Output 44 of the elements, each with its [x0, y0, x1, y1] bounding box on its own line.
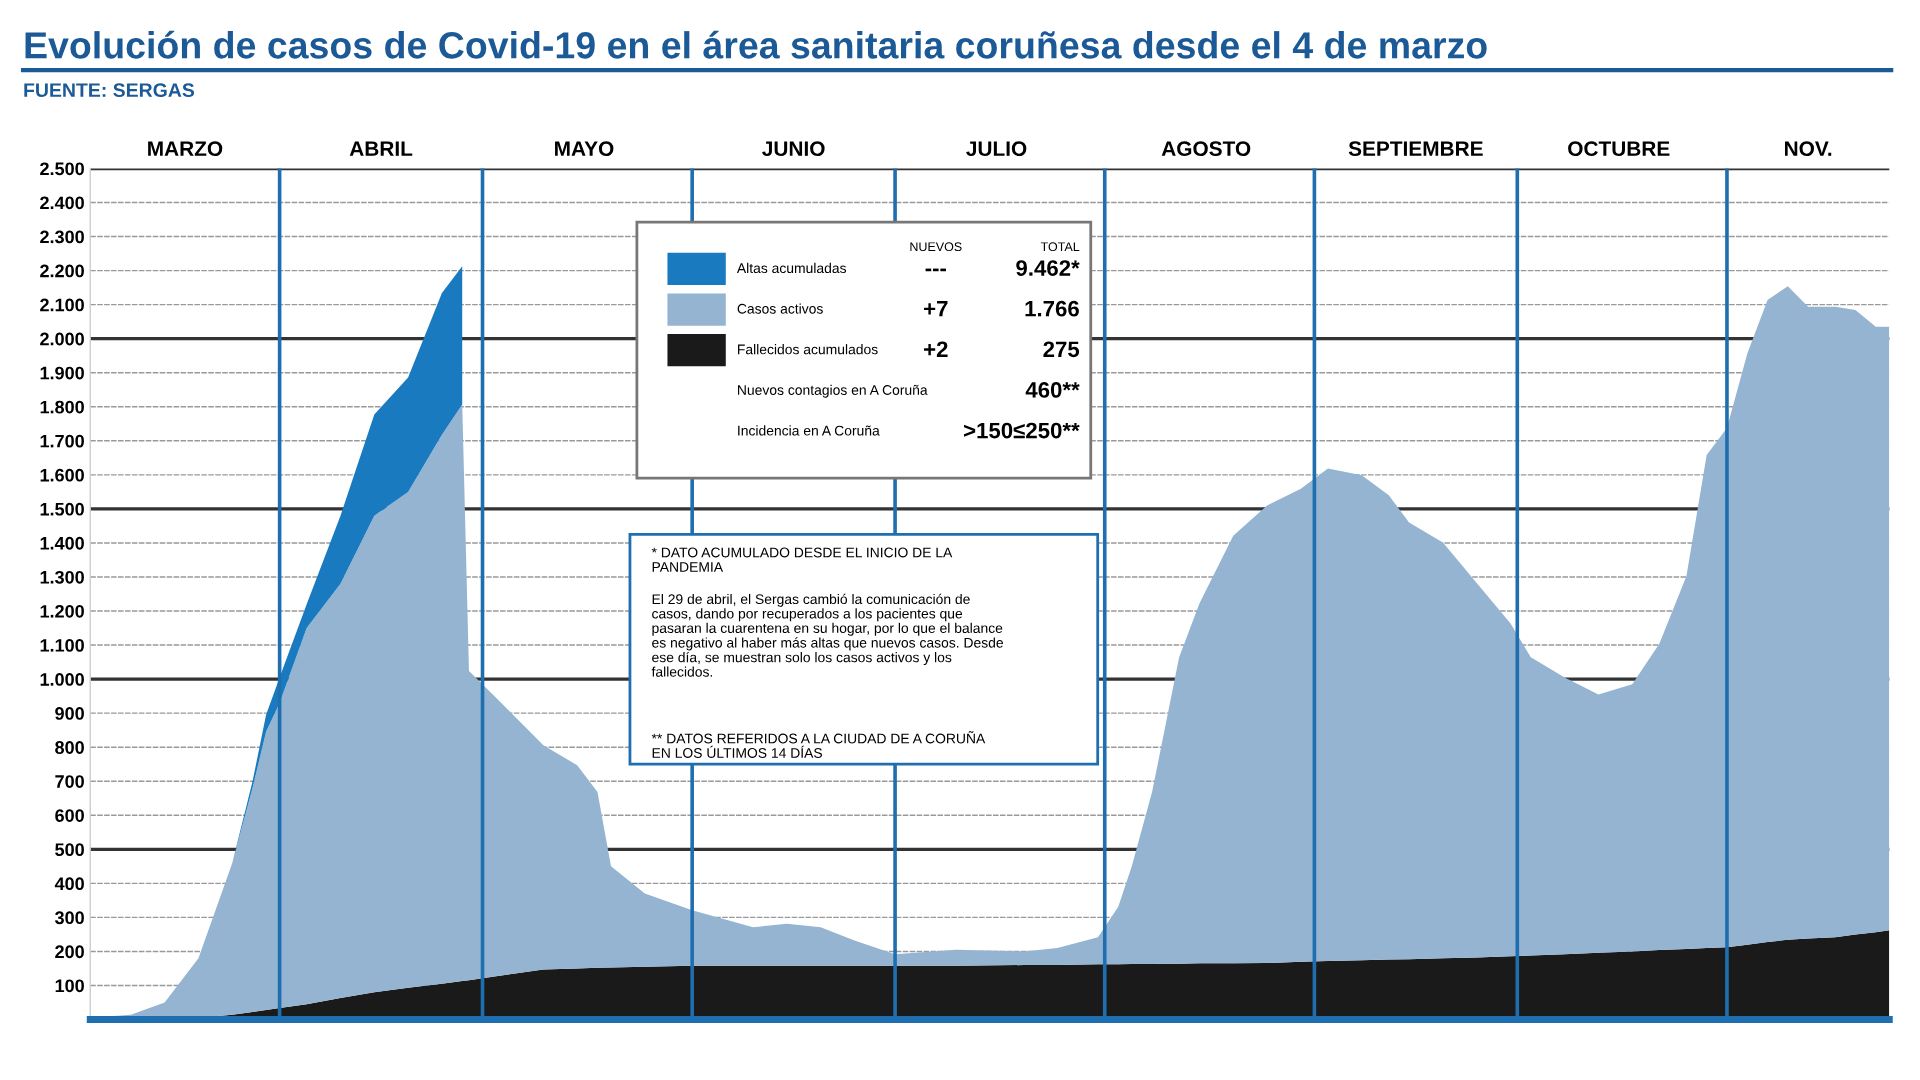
y-tick-label: 1.100	[40, 639, 84, 652]
y-tick-label: 400	[54, 877, 84, 891]
x-tick-label: NOV.	[1785, 141, 1832, 157]
annotation: 9.462*	[1016, 260, 1080, 276]
y-tick-label: 1.000	[40, 673, 84, 686]
y-tick-label: 200	[55, 945, 84, 959]
y-tick-label: 2.500	[40, 162, 84, 176]
y-tick-label: 2.000	[40, 332, 84, 346]
y-tick-label: 100	[55, 979, 84, 993]
y-tick-label: 1.700	[40, 434, 84, 448]
annotation: +2	[924, 341, 948, 357]
annotation: >150≤250**	[964, 422, 1080, 439]
y-tick-label: 800	[55, 741, 84, 754]
y-tick-label: 1.200	[40, 604, 84, 618]
x-tick-label: SEPTIEMBRE	[1348, 141, 1483, 157]
y-tick-label: 1.600	[40, 468, 84, 482]
annotation: ---	[925, 268, 946, 272]
x-tick-label: MARZO	[148, 141, 223, 157]
y-tick-label: 2.200	[40, 264, 84, 278]
y-tick-label: 1.800	[40, 400, 84, 414]
x-tick-label: AGOSTO	[1161, 141, 1251, 157]
y-tick-label: 1.400	[40, 536, 84, 550]
y-tick-label: 1.900	[40, 366, 84, 380]
y-tick-label: 900	[55, 707, 84, 720]
y-tick-label: 700	[55, 775, 84, 788]
x-tick-label: JULIO	[966, 141, 1027, 157]
y-tick-label: 2.300	[40, 230, 84, 244]
y-tick-label: 600	[55, 809, 84, 822]
y-tick-label: 1.500	[40, 502, 84, 516]
y-tick-label: 300	[54, 911, 84, 925]
x-tick-label: ABRIL	[349, 141, 413, 156]
y-tick-label: 2.100	[40, 298, 84, 312]
annotation: 275	[1043, 341, 1080, 358]
annotation: +7	[924, 301, 948, 317]
chart-subtitle: FUENTE: SERGAS	[24, 83, 195, 98]
x-tick-label: JUNIO	[762, 141, 825, 157]
x-tick-label: MAYO	[555, 141, 614, 157]
y-tick-label: 2.400	[40, 196, 84, 210]
chart-title: Evolución de casos de Covid-19 en el área sanitaria coruñesa desde el 4 de marzo	[25, 30, 1487, 59]
y-tick-label: 1.300	[40, 570, 84, 584]
y-tick-label: 500	[55, 843, 84, 857]
annotation: 1.766	[1025, 300, 1079, 317]
annotation: 460**	[1025, 382, 1080, 398]
x-tick-label: OCTUBRE	[1568, 141, 1670, 157]
